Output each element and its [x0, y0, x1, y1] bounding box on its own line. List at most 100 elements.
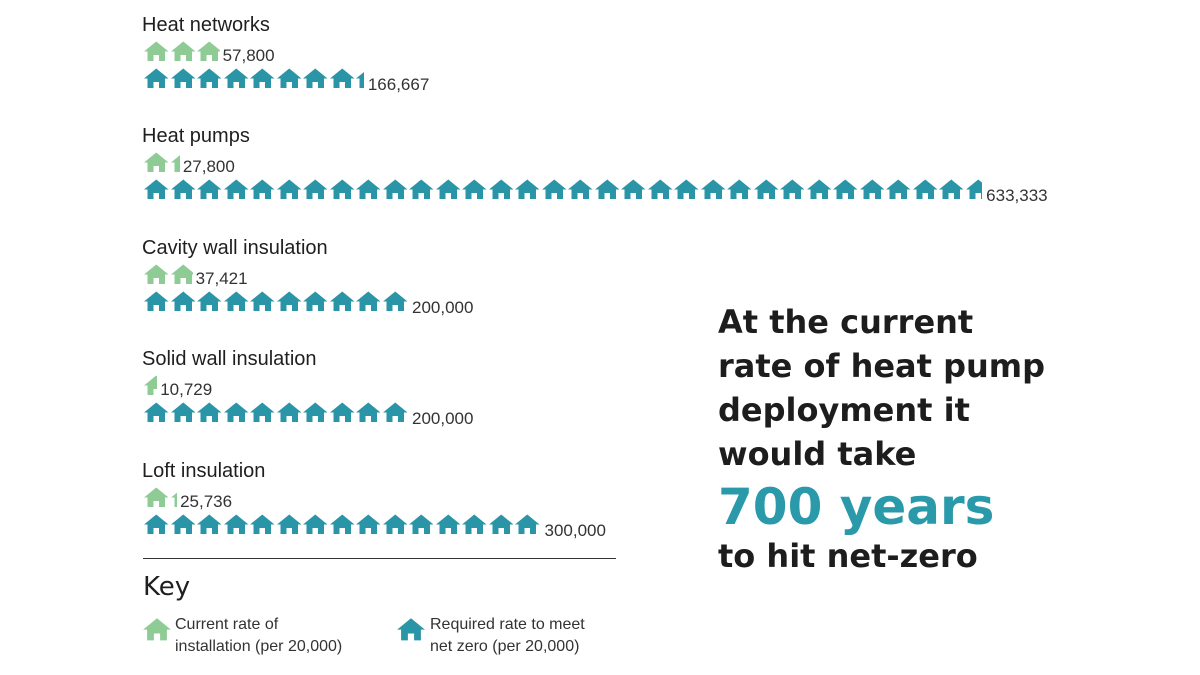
house-icon [488, 178, 515, 200]
key-current-label: Current rate of installation (per 20,000… [175, 616, 343, 655]
house-icon [276, 178, 303, 200]
house-icon [276, 513, 303, 535]
current-rate-row [143, 40, 220, 62]
house-icon [355, 513, 382, 535]
house-icon [753, 178, 780, 200]
house-icon [461, 513, 488, 535]
house-icon [302, 67, 329, 89]
house-icon [276, 67, 303, 89]
house-icon [567, 178, 594, 200]
house-icon [355, 178, 382, 200]
house-icon [223, 513, 250, 535]
house-icon [382, 401, 409, 423]
required-rate-row [143, 67, 364, 89]
house-icon [594, 178, 621, 200]
house-icon [143, 486, 170, 508]
required-value-label: 200,000 [412, 409, 474, 428]
house-icon [170, 67, 197, 89]
current-value-label: 37,421 [195, 269, 248, 288]
house-icon [223, 290, 250, 312]
house-icon [302, 513, 329, 535]
house-icon [329, 401, 356, 423]
house-icon [170, 513, 197, 535]
house-icon [170, 263, 193, 285]
house-icon [143, 263, 170, 285]
house-icon [329, 67, 356, 89]
house-icon [223, 67, 250, 89]
house-icon [249, 290, 276, 312]
house-icon [700, 178, 727, 200]
house-icon [276, 290, 303, 312]
house-icon [249, 178, 276, 200]
current-value-label: 25,736 [180, 492, 233, 511]
required-rate-row [143, 178, 983, 200]
house-icon [355, 290, 382, 312]
category-label: Loft insulation [142, 460, 266, 482]
house-icon [170, 486, 178, 508]
house-icon [196, 513, 223, 535]
required-rate-row [143, 290, 408, 312]
callout-text: At the current rate of heat pump deploym… [718, 303, 1046, 473]
house-icon [329, 513, 356, 535]
house-icon [223, 178, 250, 200]
house-icon [885, 178, 912, 200]
house-icon [832, 178, 859, 200]
house-icon [620, 178, 647, 200]
house-icon [382, 513, 409, 535]
house-icon [143, 401, 170, 423]
house-icon [170, 178, 197, 200]
house-icon [302, 401, 329, 423]
house-icon [461, 178, 488, 200]
current-rate-row [143, 486, 178, 508]
house-icon [170, 290, 197, 312]
house-icon [965, 178, 983, 200]
category-label: Cavity wall insulation [142, 237, 328, 259]
required-value-label: 200,000 [412, 298, 474, 317]
house-icon [408, 513, 435, 535]
house-icon [329, 290, 356, 312]
required-rate-row [143, 513, 541, 535]
key-title: Key [143, 572, 191, 602]
required-value-label: 300,000 [544, 521, 606, 540]
current-value-label: 10,729 [160, 380, 213, 399]
house-icon [142, 616, 172, 642]
current-rate-row [143, 263, 193, 285]
house-icon [673, 178, 700, 200]
house-icon [488, 513, 515, 535]
house-icon [912, 178, 939, 200]
category-label: Solid wall insulation [142, 348, 317, 370]
house-icon [396, 616, 426, 642]
house-icon [143, 290, 170, 312]
house-icon [514, 178, 541, 200]
required-rate-row [143, 401, 408, 423]
house-icon [938, 178, 965, 200]
house-icon [302, 178, 329, 200]
house-icon [196, 290, 223, 312]
house-icon [859, 178, 886, 200]
house-icon [143, 67, 170, 89]
house-icon [806, 178, 833, 200]
house-icon [143, 374, 158, 396]
category-label: Heat networks [142, 14, 270, 36]
callout-text-end: to hit net-zero [718, 537, 978, 575]
current-value-label: 27,800 [182, 157, 235, 176]
house-icon [249, 513, 276, 535]
house-icon [276, 401, 303, 423]
house-icon [170, 401, 197, 423]
house-icon [170, 40, 197, 62]
house-icon [170, 151, 180, 173]
house-icon [435, 513, 462, 535]
house-icon [726, 178, 753, 200]
current-rate-row [143, 151, 180, 173]
key-required-label: Required rate to meet net zero (per 20,0… [430, 616, 585, 655]
house-icon [408, 178, 435, 200]
house-icon [143, 40, 170, 62]
current-rate-row [143, 374, 158, 396]
required-value-label: 633,333 [986, 186, 1048, 205]
house-icon [249, 401, 276, 423]
house-icon [329, 178, 356, 200]
house-icon [196, 67, 223, 89]
callout: At the current rate of heat pump deploym… [718, 300, 1118, 576]
house-icon [196, 401, 223, 423]
house-icon [143, 178, 170, 200]
